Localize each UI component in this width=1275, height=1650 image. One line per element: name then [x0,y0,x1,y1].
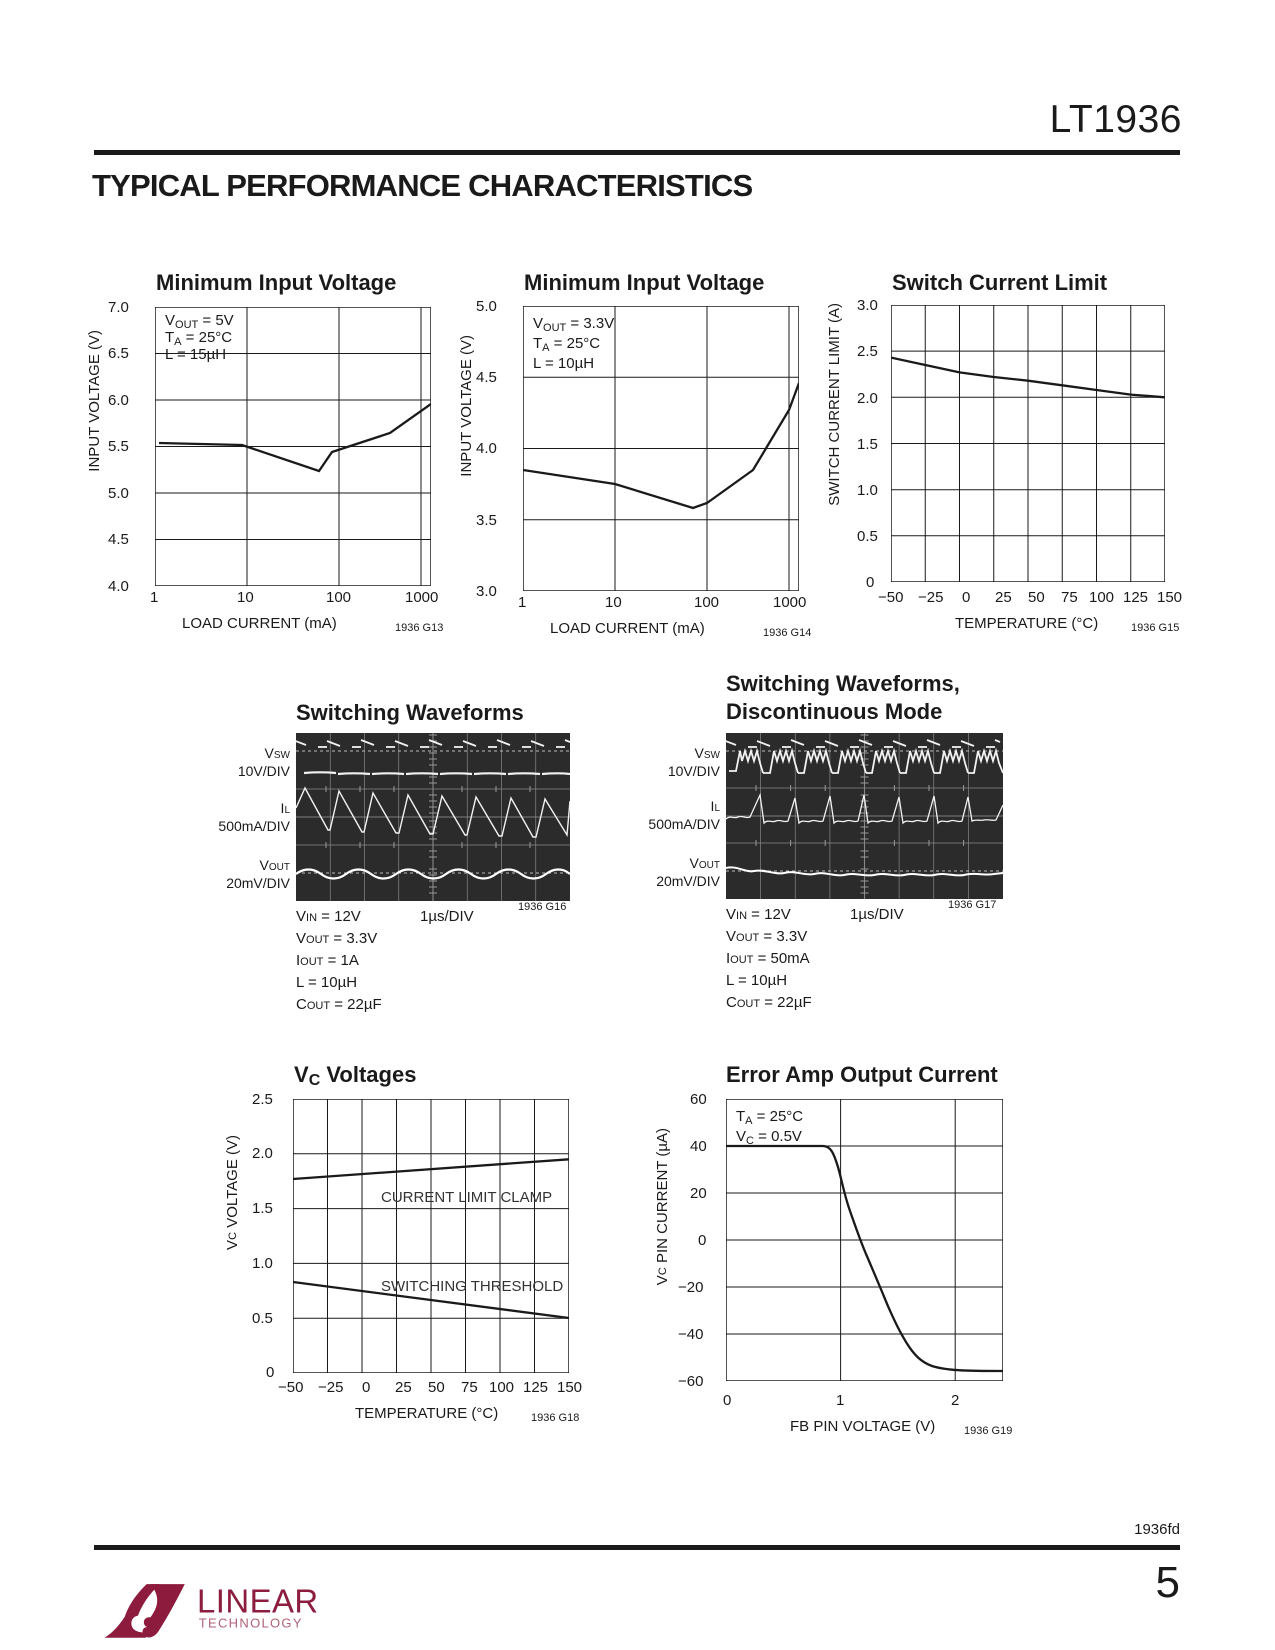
svg-text:TA = 25°C: TA = 25°C [533,335,600,354]
svg-text:VOUT = 3.3V: VOUT = 3.3V [533,315,614,334]
svg-text:SWITCHING THRESHOLD: SWITCHING THRESHOLD [381,1278,563,1295]
svg-text:CURRENT LIMIT CLAMP: CURRENT LIMIT CLAMP [381,1189,552,1206]
svg-text:VC = 0.5V: VC = 0.5V [736,1128,802,1147]
svg-text:TECHNOLOGY: TECHNOLOGY [199,1615,303,1630]
svg-text:TA = 25°C: TA = 25°C [736,1108,803,1127]
svg-text:L = 10µH: L = 10µH [533,355,594,372]
svg-text:L = 15µH: L = 15µH [165,346,226,363]
svg-text:LINEAR: LINEAR [197,1583,319,1620]
